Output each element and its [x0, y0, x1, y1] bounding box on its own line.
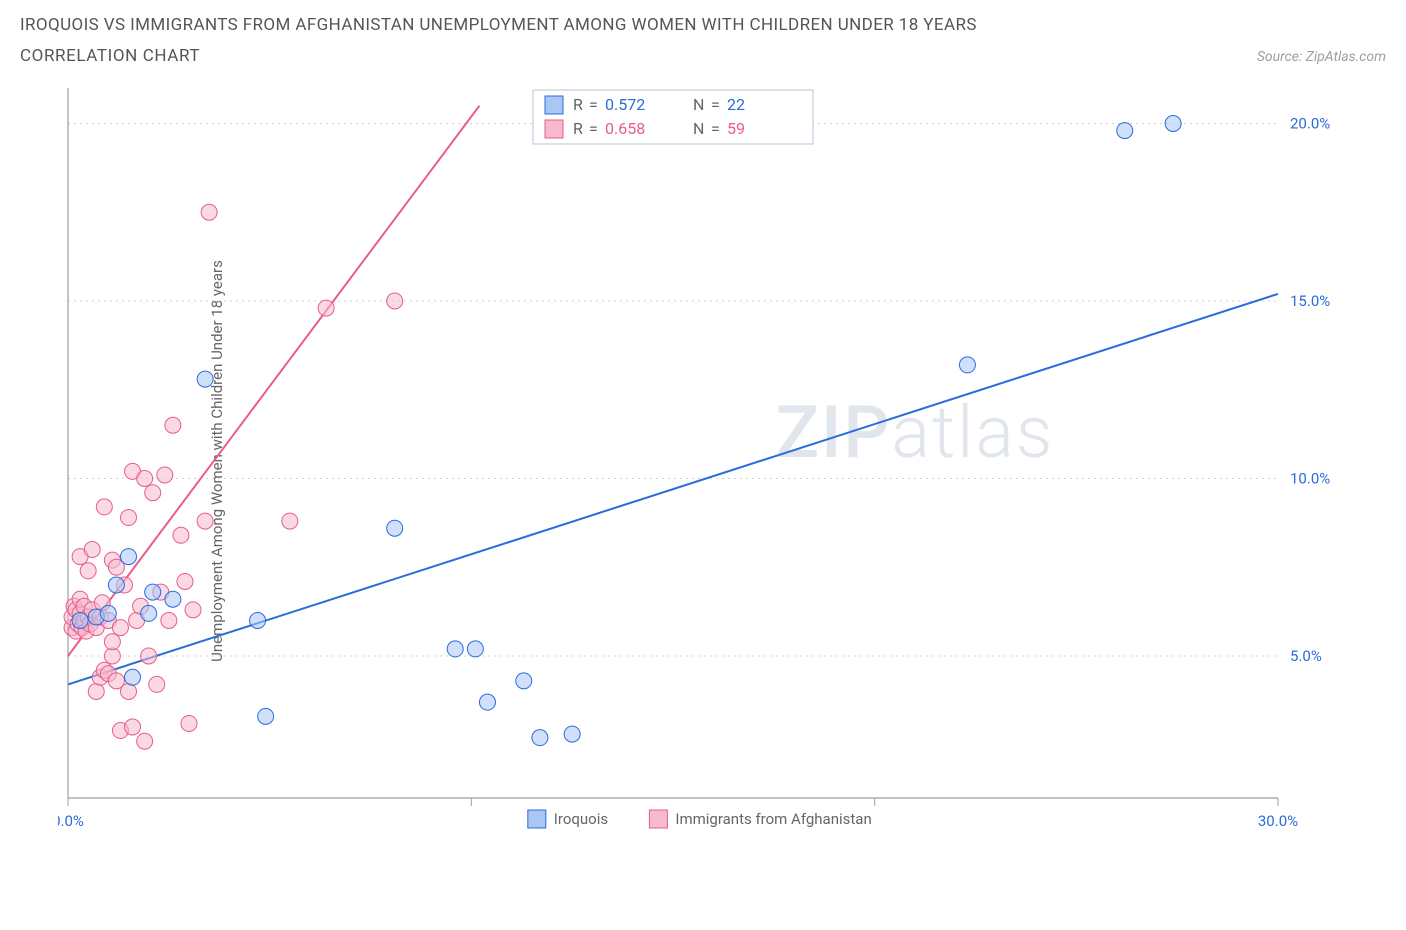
- legend-swatch: [528, 810, 546, 828]
- data-point: [157, 467, 173, 483]
- y-tick-label: 10.0%: [1290, 469, 1330, 487]
- legend-label: Iroquois: [554, 810, 608, 828]
- chart-container: Unemployment Among Women with Children U…: [20, 76, 1386, 846]
- data-point: [137, 733, 153, 749]
- stats-n-value-1: 59: [727, 119, 745, 138]
- data-point: [112, 619, 128, 635]
- legend-swatch: [649, 810, 667, 828]
- stats-swatch-afghanistan: [545, 120, 563, 138]
- stats-r-value-1: 0.658: [605, 119, 645, 138]
- data-point: [197, 513, 213, 529]
- subtitle-row: CORRELATION CHART Source: ZipAtlas.com: [20, 46, 1386, 66]
- data-point: [125, 719, 141, 735]
- data-point: [96, 499, 112, 515]
- data-point: [250, 612, 266, 628]
- y-tick-label: 5.0%: [1290, 647, 1322, 665]
- data-point: [145, 484, 161, 500]
- data-point: [88, 683, 104, 699]
- chart-subtitle: CORRELATION CHART: [20, 46, 200, 66]
- stats-swatch-iroquois: [545, 96, 563, 114]
- data-point: [181, 715, 197, 731]
- data-point: [177, 573, 193, 589]
- data-point: [564, 726, 580, 742]
- source-attribution: Source: ZipAtlas.com: [1257, 49, 1386, 65]
- data-point: [104, 634, 120, 650]
- data-point: [100, 605, 116, 621]
- data-point: [173, 527, 189, 543]
- watermark: ZIPatlas: [776, 390, 1055, 475]
- data-point: [84, 541, 100, 557]
- data-point: [165, 417, 181, 433]
- data-point: [161, 612, 177, 628]
- data-point: [121, 548, 137, 564]
- data-point: [165, 591, 181, 607]
- trend-line-immigrants-from-afghanistan: [68, 106, 479, 656]
- stats-n-value-0: 22: [727, 95, 745, 114]
- svg-text:N: N: [693, 119, 704, 138]
- data-point: [80, 563, 96, 579]
- data-point: [197, 371, 213, 387]
- data-point: [258, 708, 274, 724]
- data-point: [387, 520, 403, 536]
- data-point: [532, 729, 548, 745]
- data-point: [141, 605, 157, 621]
- header: IROQUOIS VS IMMIGRANTS FROM AFGHANISTAN …: [20, 14, 1386, 66]
- svg-text:=: =: [589, 119, 598, 138]
- data-point: [125, 669, 141, 685]
- data-point: [145, 584, 161, 600]
- data-point: [516, 673, 532, 689]
- data-point: [387, 293, 403, 309]
- data-point: [201, 204, 217, 220]
- data-point: [959, 357, 975, 373]
- data-point: [72, 612, 88, 628]
- data-point: [104, 648, 120, 664]
- y-tick-label: 15.0%: [1290, 292, 1330, 310]
- chart-title: IROQUOIS VS IMMIGRANTS FROM AFGHANISTAN …: [20, 14, 1386, 38]
- plot-area: ZIPatlas 0.0% 30.0% 5.0% 10.0% 15.0% 20.0% R = 0.…: [58, 76, 1386, 846]
- svg-text:=: =: [711, 95, 720, 114]
- data-point: [1165, 115, 1181, 131]
- data-point: [137, 470, 153, 486]
- data-point: [141, 648, 157, 664]
- x-tick-label: 0.0%: [58, 812, 84, 830]
- stats-r-label: R: [573, 95, 583, 114]
- data-point: [149, 676, 165, 692]
- svg-text:=: =: [589, 95, 598, 114]
- data-point: [467, 641, 483, 657]
- stats-n-label: N: [693, 95, 704, 114]
- trend-line-iroquois: [68, 294, 1278, 685]
- data-point: [185, 602, 201, 618]
- data-point: [447, 641, 463, 657]
- data-point: [318, 300, 334, 316]
- svg-text:R: R: [573, 119, 583, 138]
- legend-label: Immigrants from Afghanistan: [675, 810, 871, 828]
- data-point: [282, 513, 298, 529]
- data-point: [121, 683, 137, 699]
- data-point: [479, 694, 495, 710]
- y-tick-label: 20.0%: [1290, 114, 1330, 132]
- scatter-chart: ZIPatlas 0.0% 30.0% 5.0% 10.0% 15.0% 20.0% R = 0.…: [58, 76, 1358, 846]
- svg-text:=: =: [711, 119, 720, 138]
- data-point: [108, 577, 124, 593]
- source-name: ZipAtlas.com: [1306, 49, 1386, 65]
- x-tick-label: 30.0%: [1258, 812, 1298, 830]
- data-point: [1117, 122, 1133, 138]
- data-point: [121, 509, 137, 525]
- source-prefix: Source:: [1257, 49, 1306, 65]
- stats-r-value-0: 0.572: [605, 95, 645, 114]
